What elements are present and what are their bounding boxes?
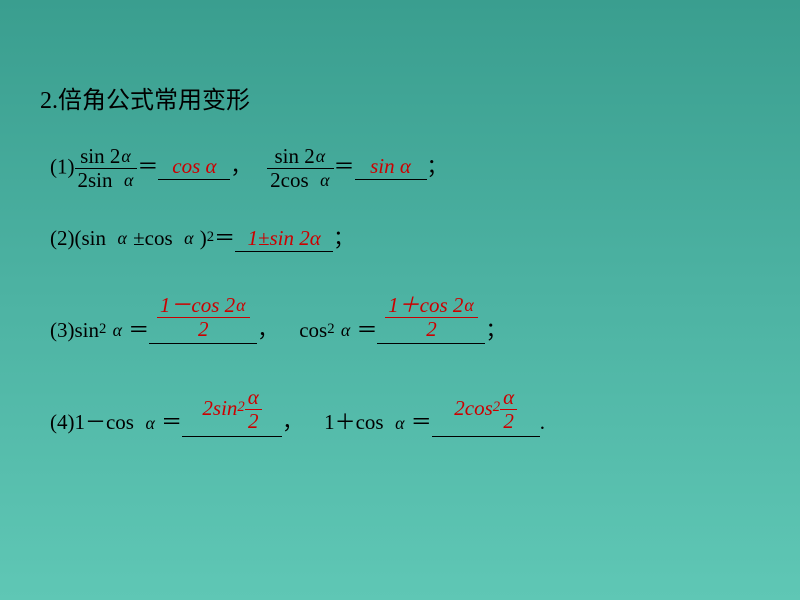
ans3b-den: 2 <box>385 318 478 341</box>
answer-blank-2: 1±sin 2α <box>235 226 333 252</box>
answer-4b: 2cos2 α 2 <box>454 396 517 420</box>
item-label-4: (4)1－cos <box>50 411 134 435</box>
answer-blank-3b: 1＋cos 2α 2 <box>377 294 485 344</box>
alpha-glyph: α <box>112 320 123 340</box>
ans4b-num: α <box>500 386 517 410</box>
alpha-glyph: α <box>235 295 246 315</box>
answer-1b: sin α <box>370 154 411 178</box>
alpha-glyph: α <box>123 170 134 190</box>
squared-exp: 2 <box>237 399 244 415</box>
slide-content: 2.倍角公式常用变形 (1) sin 2α 2sin α ＝cos α， sin… <box>0 0 800 487</box>
plus-minus-cos: ±cos <box>133 226 173 250</box>
formula-line-3: (3)sin2 α ＝ 1－cos 2α 2 ， cos2 α ＝ 1＋cos … <box>50 294 760 344</box>
ans3a-den: 2 <box>157 318 250 341</box>
formula-line-2: (2)(sin α ±cos α )2＝1±sin 2α； <box>50 222 760 252</box>
equals-sign: ＝ <box>334 154 355 178</box>
answer-blank-4b: 2cos2 α 2 <box>432 386 540 436</box>
answer-2: 1±sin 2α <box>247 226 320 250</box>
answer-blank-1b: sin α <box>355 154 427 180</box>
answer-3a: 1－cos 2α 2 <box>157 294 250 341</box>
squared-exp: 2 <box>99 321 106 337</box>
fraction-1b: sin 2α 2cos α <box>267 145 333 192</box>
equals-sign: ＝ <box>214 226 235 250</box>
item-label-2: (2)(sin <box>50 226 106 250</box>
semicolon: ； <box>427 154 448 178</box>
alpha-glyph: α <box>315 146 326 166</box>
fraction-1a: sin 2α 2sin α <box>75 145 138 192</box>
semicolon: ； <box>485 318 506 342</box>
equals-sign: ＝ <box>128 318 149 342</box>
comma-sep: ， <box>230 154 251 178</box>
ans4a-frac: α 2 <box>245 386 262 433</box>
alpha-glyph: α <box>144 413 155 433</box>
frac1a-den: 2sin <box>78 168 113 192</box>
frac1a-num: sin 2 <box>80 144 120 168</box>
ans3b-num: 1＋cos 2 <box>388 293 463 317</box>
squared-exp: 2 <box>493 399 500 415</box>
alpha-glyph: α <box>120 146 131 166</box>
ans4a-den: 2 <box>245 410 262 433</box>
squared-exp: 2 <box>327 321 334 337</box>
ans4a-num: α <box>245 386 262 410</box>
formula-line-1: (1) sin 2α 2sin α ＝cos α， sin 2α 2cos α … <box>50 145 760 192</box>
section-title: 2.倍角公式常用变形 <box>40 80 760 115</box>
semicolon: ； <box>333 226 354 250</box>
alpha-glyph: α <box>319 170 330 190</box>
answer-blank-3a: 1－cos 2α 2 <box>149 294 257 344</box>
alpha-glyph: α <box>183 228 194 248</box>
item-label-3: (3)sin <box>50 318 99 342</box>
ans4b-den: 2 <box>500 410 517 433</box>
alpha-glyph: α <box>463 295 474 315</box>
equals-sign: ＝ <box>137 154 158 178</box>
answer-4a: 2sin2 α 2 <box>202 396 261 420</box>
frac1b-den: 2cos <box>270 168 309 192</box>
answer-3b: 1＋cos 2α 2 <box>385 294 478 341</box>
ans4b-pre: 2cos <box>454 396 493 420</box>
ans3a-num: 1－cos 2 <box>160 293 235 317</box>
ans4a-pre: 2sin <box>202 396 237 420</box>
cos-label: cos <box>299 318 327 342</box>
comma-sep: ， <box>257 318 278 342</box>
answer-1a: cos α <box>172 154 216 178</box>
item-label-1: (1) <box>50 154 75 178</box>
formula-line-4: (4)1－cos α ＝2sin2 α 2 ， 1＋cos α ＝2cos2 α… <box>50 386 760 436</box>
period: . <box>540 411 545 435</box>
alpha-glyph: α <box>394 413 405 433</box>
one-plus-cos: 1＋cos <box>324 411 384 435</box>
ans4b-frac: α 2 <box>500 386 517 433</box>
alpha-glyph: α <box>117 228 128 248</box>
answer-blank-1a: cos α <box>158 154 230 180</box>
equals-sign: ＝ <box>411 411 432 435</box>
equals-sign: ＝ <box>161 411 182 435</box>
frac1b-num: sin 2 <box>275 144 315 168</box>
comma-sep: ， <box>282 411 303 435</box>
alpha-glyph: α <box>340 320 351 340</box>
equals-sign: ＝ <box>356 318 377 342</box>
answer-blank-4a: 2sin2 α 2 <box>182 386 282 436</box>
close-paren: ) <box>200 226 207 250</box>
